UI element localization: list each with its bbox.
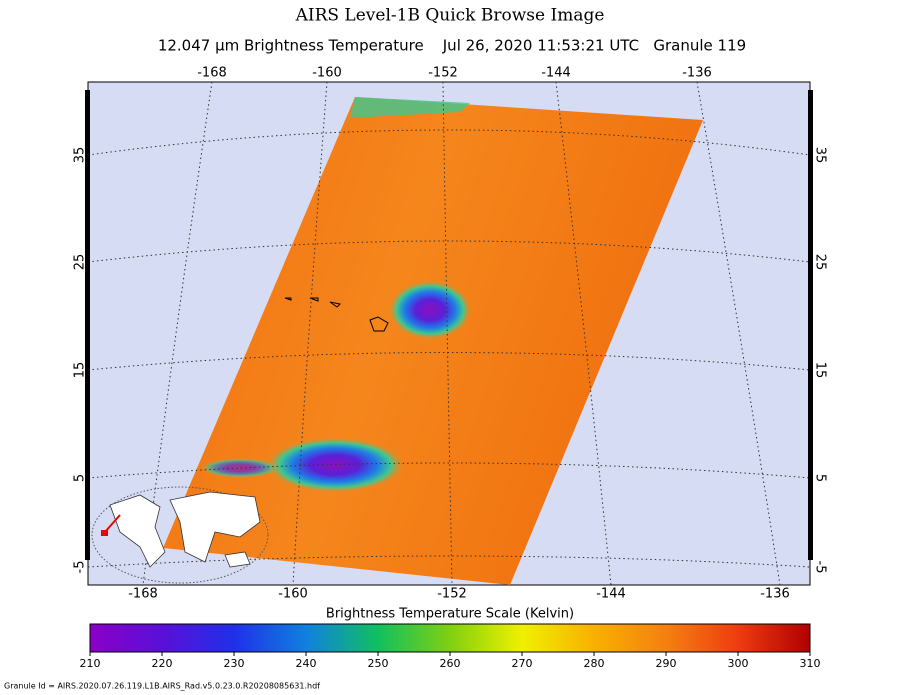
- right-edge: [808, 90, 813, 560]
- islands: [284, 297, 389, 332]
- locator-globe: [91, 486, 269, 584]
- lon-label: -152: [428, 66, 458, 81]
- colorbar-tick-label: 250: [368, 657, 389, 670]
- colorbar-ticks: 210 220 230 240 250 260 270 280 290 300 310: [80, 652, 821, 670]
- colorbar-tick-label: 290: [656, 657, 677, 670]
- map: [85, 81, 813, 586]
- map-labels: -168 -160 -152 -144 -136 -168 -160 -152 -144 -136…: [73, 66, 828, 602]
- colorbar-tick-label: 260: [440, 657, 461, 670]
- lon-label: -168: [197, 66, 227, 81]
- colorbar-tick-label: 300: [728, 657, 749, 670]
- lon-label: -136: [682, 66, 712, 81]
- storm: [200, 458, 280, 478]
- lon-label: -152: [437, 587, 467, 602]
- lon-label: -168: [128, 587, 158, 602]
- meridians: [142, 82, 781, 585]
- granule-id: Granule Id = AIRS.2020.07.26.119.L1B.AIR…: [4, 682, 320, 691]
- lat-label: 35: [73, 147, 88, 164]
- colorbar-tick-label: 240: [296, 657, 317, 670]
- left-edge: [85, 90, 90, 560]
- lon-label: -160: [312, 66, 342, 81]
- lat-label: 5: [73, 474, 88, 482]
- lon-label: -144: [541, 66, 571, 81]
- lat-label: 25: [813, 254, 828, 271]
- title: AIRS Level-1B Quick Browse Image: [295, 6, 605, 26]
- lat-label: 35: [813, 147, 828, 164]
- lon-label: -160: [278, 587, 308, 602]
- storm: [265, 437, 405, 493]
- lat-label: 5: [813, 474, 828, 482]
- colorbar-title: Brightness Temperature Scale (Kelvin): [326, 607, 574, 622]
- colorbar-tick-label: 310: [800, 657, 821, 670]
- lat-label: 15: [813, 362, 828, 379]
- lat-label: 25: [73, 254, 88, 271]
- storm: [388, 280, 472, 340]
- colorbar-tick-label: 280: [584, 657, 605, 670]
- colorbar: [89, 623, 811, 653]
- colorbar-tick-label: 270: [512, 657, 533, 670]
- lon-label: -144: [596, 587, 626, 602]
- colorbar-tick-label: 230: [224, 657, 245, 670]
- swath-edge: [350, 97, 470, 118]
- lon-label: -136: [760, 587, 790, 602]
- lat-label: 15: [73, 362, 88, 379]
- colorbar-tick-label: 220: [152, 657, 173, 670]
- colorbar-tick-label: 210: [80, 657, 101, 670]
- subtitle: 12.047 μm Brightness Temperature Jul 26,…: [158, 37, 746, 55]
- lat-label: -5: [73, 561, 88, 574]
- lat-label: -5: [813, 561, 828, 574]
